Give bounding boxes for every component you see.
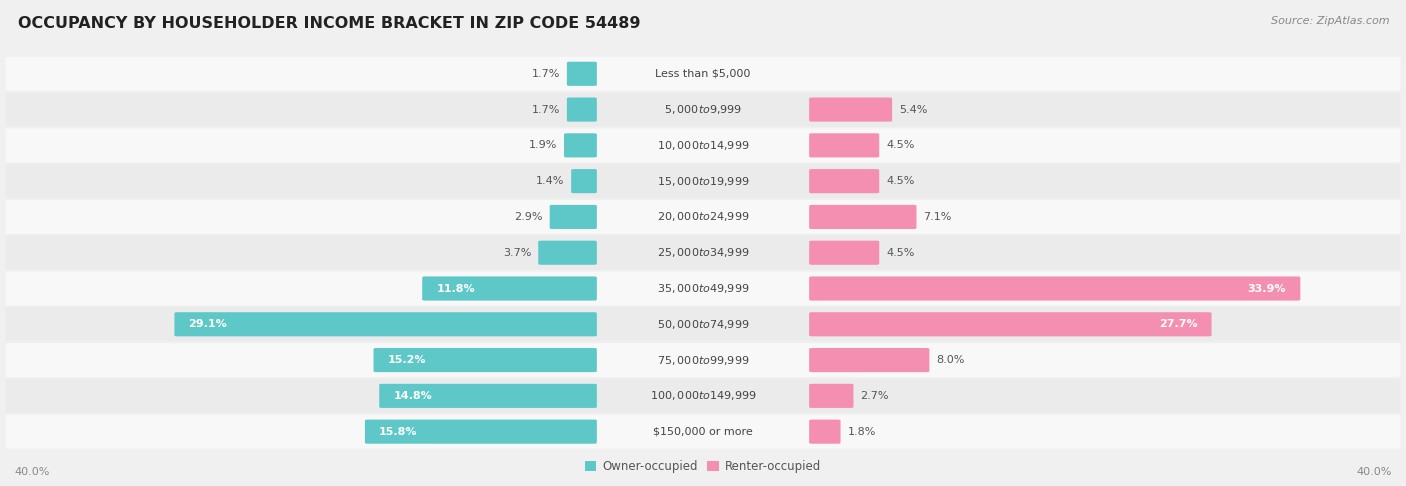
- FancyBboxPatch shape: [6, 307, 1400, 341]
- Text: $150,000 or more: $150,000 or more: [654, 427, 752, 436]
- FancyBboxPatch shape: [810, 98, 893, 122]
- Text: $50,000 to $74,999: $50,000 to $74,999: [657, 318, 749, 331]
- Text: $5,000 to $9,999: $5,000 to $9,999: [664, 103, 742, 116]
- Text: 1.4%: 1.4%: [536, 176, 564, 186]
- FancyBboxPatch shape: [810, 348, 929, 372]
- Text: 1.7%: 1.7%: [531, 104, 560, 115]
- Text: 5.4%: 5.4%: [900, 104, 928, 115]
- FancyBboxPatch shape: [366, 419, 596, 444]
- Text: 3.7%: 3.7%: [503, 248, 531, 258]
- FancyBboxPatch shape: [810, 241, 879, 265]
- FancyBboxPatch shape: [174, 312, 596, 336]
- FancyBboxPatch shape: [810, 169, 879, 193]
- Text: 11.8%: 11.8%: [436, 283, 475, 294]
- Text: 4.5%: 4.5%: [886, 140, 915, 150]
- Text: 1.9%: 1.9%: [529, 140, 557, 150]
- FancyBboxPatch shape: [810, 312, 1212, 336]
- Text: $35,000 to $49,999: $35,000 to $49,999: [657, 282, 749, 295]
- FancyBboxPatch shape: [6, 272, 1400, 306]
- Text: 4.5%: 4.5%: [886, 176, 915, 186]
- FancyBboxPatch shape: [422, 277, 596, 300]
- FancyBboxPatch shape: [380, 384, 596, 408]
- Text: 2.9%: 2.9%: [515, 212, 543, 222]
- FancyBboxPatch shape: [374, 348, 596, 372]
- FancyBboxPatch shape: [6, 200, 1400, 234]
- FancyBboxPatch shape: [6, 236, 1400, 270]
- FancyBboxPatch shape: [810, 419, 841, 444]
- FancyBboxPatch shape: [564, 133, 596, 157]
- Text: 7.1%: 7.1%: [924, 212, 952, 222]
- Text: 14.8%: 14.8%: [394, 391, 432, 401]
- Text: OCCUPANCY BY HOUSEHOLDER INCOME BRACKET IN ZIP CODE 54489: OCCUPANCY BY HOUSEHOLDER INCOME BRACKET …: [18, 16, 641, 31]
- Text: 40.0%: 40.0%: [1357, 468, 1392, 477]
- Text: $25,000 to $34,999: $25,000 to $34,999: [657, 246, 749, 259]
- FancyBboxPatch shape: [567, 62, 596, 86]
- FancyBboxPatch shape: [6, 128, 1400, 162]
- FancyBboxPatch shape: [6, 164, 1400, 198]
- FancyBboxPatch shape: [810, 133, 879, 157]
- Text: 15.2%: 15.2%: [388, 355, 426, 365]
- FancyBboxPatch shape: [6, 57, 1400, 91]
- Text: $75,000 to $99,999: $75,000 to $99,999: [657, 354, 749, 366]
- Text: 4.5%: 4.5%: [886, 248, 915, 258]
- FancyBboxPatch shape: [550, 205, 596, 229]
- FancyBboxPatch shape: [567, 98, 596, 122]
- FancyBboxPatch shape: [571, 169, 596, 193]
- Text: 33.9%: 33.9%: [1247, 283, 1286, 294]
- FancyBboxPatch shape: [810, 277, 1301, 300]
- Text: 15.8%: 15.8%: [380, 427, 418, 436]
- FancyBboxPatch shape: [810, 205, 917, 229]
- Text: $20,000 to $24,999: $20,000 to $24,999: [657, 210, 749, 224]
- FancyBboxPatch shape: [6, 93, 1400, 126]
- Text: 29.1%: 29.1%: [188, 319, 228, 330]
- FancyBboxPatch shape: [538, 241, 596, 265]
- Text: 1.7%: 1.7%: [531, 69, 560, 79]
- FancyBboxPatch shape: [6, 379, 1400, 413]
- FancyBboxPatch shape: [6, 415, 1400, 449]
- Text: 40.0%: 40.0%: [14, 468, 49, 477]
- Text: $100,000 to $149,999: $100,000 to $149,999: [650, 389, 756, 402]
- Text: $10,000 to $14,999: $10,000 to $14,999: [657, 139, 749, 152]
- Legend: Owner-occupied, Renter-occupied: Owner-occupied, Renter-occupied: [579, 455, 827, 478]
- Text: 8.0%: 8.0%: [936, 355, 965, 365]
- Text: $15,000 to $19,999: $15,000 to $19,999: [657, 174, 749, 188]
- FancyBboxPatch shape: [810, 384, 853, 408]
- Text: 27.7%: 27.7%: [1159, 319, 1198, 330]
- Text: 2.7%: 2.7%: [860, 391, 889, 401]
- Text: Less than $5,000: Less than $5,000: [655, 69, 751, 79]
- Text: 1.8%: 1.8%: [848, 427, 876, 436]
- FancyBboxPatch shape: [6, 343, 1400, 377]
- Text: Source: ZipAtlas.com: Source: ZipAtlas.com: [1271, 16, 1389, 26]
